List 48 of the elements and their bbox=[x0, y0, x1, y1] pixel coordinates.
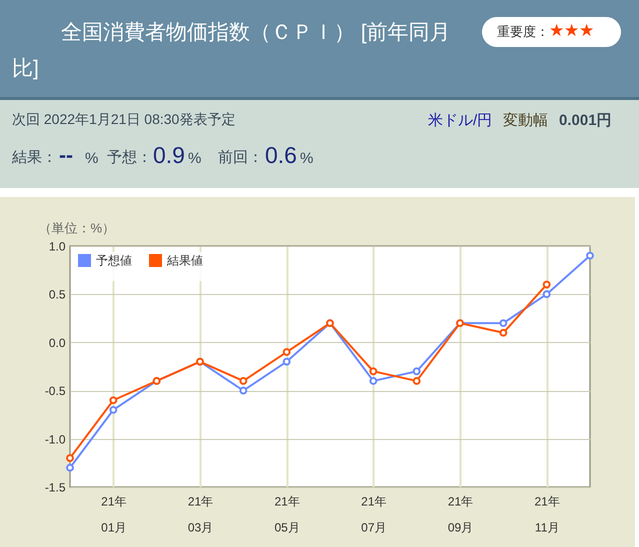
point bbox=[412, 377, 421, 385]
text: 変動幅 bbox=[503, 112, 548, 129]
text: 0.6 bbox=[265, 142, 297, 168]
text: % bbox=[85, 150, 98, 167]
point bbox=[282, 348, 291, 356]
y-tick-label: -1.5 bbox=[44, 480, 66, 494]
y-axis-title: （単位：%） bbox=[38, 220, 116, 236]
text: ★★★ bbox=[549, 21, 594, 40]
text: -- bbox=[59, 144, 73, 167]
text: % bbox=[300, 150, 314, 167]
point bbox=[282, 358, 291, 366]
x-tick-label: 21年 09月 bbox=[448, 494, 474, 534]
x-tick-label: 21年 01月 bbox=[101, 494, 127, 534]
point bbox=[542, 290, 551, 298]
point bbox=[542, 280, 551, 288]
text: 結果： bbox=[11, 149, 57, 166]
legend-label: 予想値 bbox=[96, 254, 132, 268]
point bbox=[369, 377, 378, 385]
y-tick-label: -0.5 bbox=[44, 384, 66, 398]
y-tick-label: -1.0 bbox=[44, 432, 66, 446]
point bbox=[239, 377, 248, 385]
point bbox=[499, 328, 508, 337]
x-tick-label: 21年 11月 bbox=[534, 494, 560, 534]
text: % bbox=[188, 150, 202, 167]
x-tick-label: 21年 07月 bbox=[361, 494, 387, 534]
legend-label: 結果値 bbox=[166, 254, 203, 268]
point bbox=[239, 386, 248, 395]
x-tick-label: 21年 05月 bbox=[274, 494, 300, 534]
point bbox=[66, 464, 74, 472]
text: 予想： bbox=[107, 149, 152, 166]
point bbox=[66, 454, 74, 462]
chart-title: 全国消費者物価指数（ＣＰＩ） [前年同月比] bbox=[12, 21, 451, 80]
point bbox=[369, 367, 378, 376]
y-tick-label: 1.0 bbox=[48, 240, 66, 254]
text: 0.9 bbox=[153, 142, 185, 168]
text: 重要度： bbox=[497, 24, 549, 39]
x-tick-label: 21年 03月 bbox=[188, 494, 214, 534]
text: 米ドル/円 bbox=[428, 112, 492, 129]
y-tick-label: 0.5 bbox=[48, 288, 66, 302]
point bbox=[586, 252, 594, 260]
y-tick-label: 0.0 bbox=[48, 336, 66, 350]
text: 前回： bbox=[218, 149, 263, 166]
point bbox=[499, 319, 508, 328]
point bbox=[412, 367, 421, 376]
point bbox=[109, 396, 118, 404]
text: 次回 2022年1月21日 08:30発表予定 bbox=[12, 111, 236, 127]
text: 0.001円 bbox=[559, 112, 612, 129]
point bbox=[109, 406, 118, 414]
